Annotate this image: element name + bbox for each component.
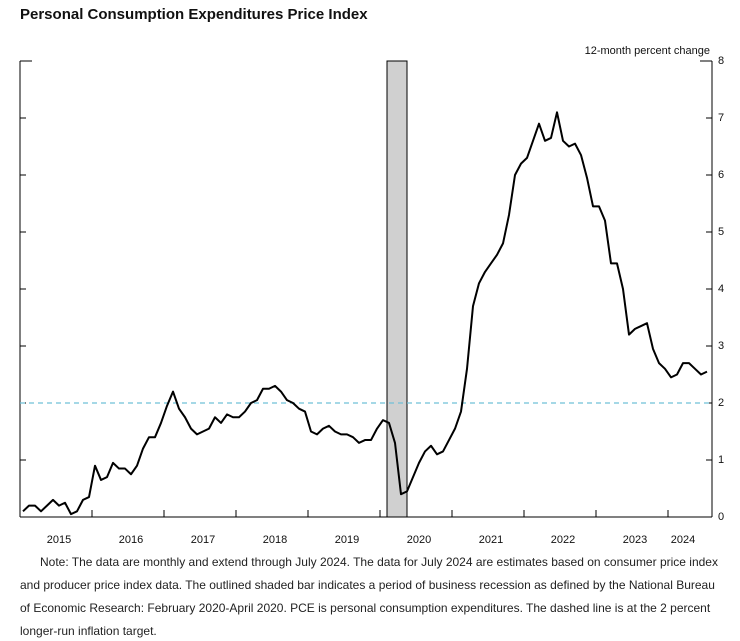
x-tick-label: 2017 xyxy=(191,534,215,546)
x-tick-label: 2020 xyxy=(407,534,431,546)
note-line: of Economic Research: February 2020-Apri… xyxy=(20,601,711,615)
y-tick-label: 7 xyxy=(718,112,724,124)
y-tick-label: 1 xyxy=(718,454,724,466)
y-axis-label: 12-month percent change xyxy=(585,45,710,57)
x-tick-label: 2023 xyxy=(623,534,647,546)
y-tick-label: 4 xyxy=(718,283,724,295)
chart-title: Personal Consumption Expenditures Price … xyxy=(20,6,368,23)
y-tick-label: 3 xyxy=(718,340,724,352)
note-line: Note: The data are monthly and extend th… xyxy=(40,555,718,569)
x-tick-label: 2022 xyxy=(551,534,575,546)
x-tick-label: 2016 xyxy=(119,534,143,546)
y-tick-label: 5 xyxy=(718,226,724,238)
x-tick-label: 2024 xyxy=(671,534,695,546)
x-tick-label: 2021 xyxy=(479,534,503,546)
note-line: longer-run inflation target. xyxy=(20,624,157,638)
note-line: and producer price index data. The outli… xyxy=(20,578,715,592)
y-tick-label: 2 xyxy=(718,397,724,409)
y-tick-label: 8 xyxy=(718,55,724,67)
x-tick-label: 2018 xyxy=(263,534,287,546)
recession-bar xyxy=(386,60,408,518)
x-tick-label: 2015 xyxy=(47,534,71,546)
y-tick-label: 0 xyxy=(718,511,724,523)
x-tick-label: 2019 xyxy=(335,534,359,546)
series-line xyxy=(22,111,708,516)
y-tick-label: 6 xyxy=(718,169,724,181)
